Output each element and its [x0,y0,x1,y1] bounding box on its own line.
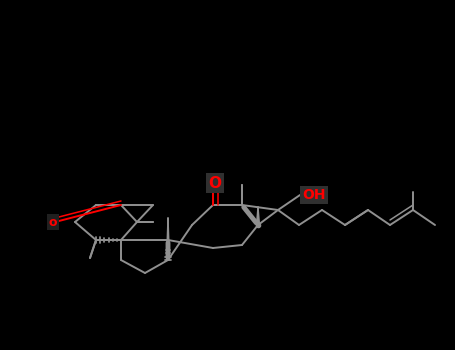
Polygon shape [257,207,259,225]
Polygon shape [167,218,170,260]
Text: OH: OH [302,188,325,202]
Text: o: o [49,216,57,229]
Text: O: O [208,175,222,190]
